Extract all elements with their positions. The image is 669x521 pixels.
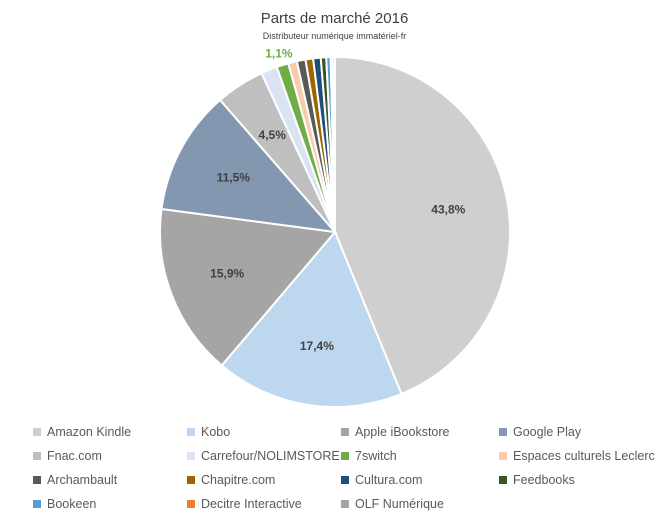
data-label-1: 17,4% (300, 339, 334, 353)
chart-subtitle: Distributeur numérique immatériel-fr (262, 31, 407, 41)
legend-item-8: Archambault (33, 472, 187, 488)
pie-slice-14 (331, 55, 336, 233)
legend-label-6: 7switch (355, 449, 397, 463)
legend-item-6: 7switch (341, 448, 499, 464)
legend-label-8: Archambault (47, 473, 118, 487)
legend-item-3: Google Play (499, 424, 663, 440)
legend-item-4: Fnac.com (33, 448, 187, 464)
legend-swatch-2 (341, 428, 349, 436)
legend-label-4: Fnac.com (47, 449, 102, 463)
legend-label-0: Amazon Kindle (47, 425, 132, 439)
legend-label-10: Cultura.com (355, 473, 423, 487)
legend-swatch-6 (341, 452, 349, 460)
legend-swatch-0 (33, 428, 41, 436)
legend-label-2: Apple iBookstore (355, 425, 450, 439)
legend-item-13: Decitre Interactive (187, 496, 341, 512)
legend-item-14: OLF Numérique (341, 496, 499, 512)
legend-label-3: Google Play (513, 425, 582, 439)
legend-item-5: Carrefour/NOLIMSTORE (187, 448, 341, 464)
legend-swatch-4 (33, 452, 41, 460)
legend-swatch-3 (499, 428, 507, 436)
pie-slice-3 (160, 98, 338, 234)
legend-item-2: Apple iBookstore (341, 424, 499, 440)
legend-label-13: Decitre Interactive (201, 497, 302, 511)
legend-swatch-12 (33, 500, 41, 508)
data-label-3: 11,5% (217, 170, 251, 184)
pie-slice-0 (334, 55, 511, 396)
legend-swatch-13 (187, 500, 195, 508)
legend-item-7: Espaces culturels Leclerc (499, 448, 663, 464)
legend-label-7: Espaces culturels Leclerc (513, 449, 655, 463)
legend-label-1: Kobo (201, 425, 231, 439)
legend-label-9: Chapitre.com (201, 473, 276, 487)
legend-swatch-5 (187, 452, 195, 460)
data-label-4: 4,5% (259, 128, 287, 142)
legend-label-14: OLF Numérique (355, 497, 444, 511)
chart-title: Parts de marché 2016 (260, 10, 409, 27)
legend-swatch-7 (499, 452, 507, 460)
chart-legend: Amazon Kindle Kobo Apple iBookstore Google … (33, 424, 663, 512)
legend-swatch-11 (499, 476, 507, 484)
legend-item-11: Feedbooks (499, 472, 663, 488)
pie-slice-1 (220, 230, 403, 408)
data-label-0: 43,8% (431, 203, 465, 217)
legend-item-12: Bookeen (33, 496, 187, 512)
legend-label-12: Bookeen (47, 497, 97, 511)
pie-slice-2 (159, 207, 337, 367)
legend-label-5: Carrefour/NOLIMSTORE (201, 449, 340, 463)
legend-swatch-10 (341, 476, 349, 484)
legend-swatch-1 (187, 428, 195, 436)
legend-swatch-14 (341, 500, 349, 508)
legend-item-9: Chapitre.com (187, 472, 341, 488)
data-label-2: 15,9% (210, 267, 244, 281)
data-label-6: 1,1% (265, 47, 293, 61)
legend-item-0: Amazon Kindle (33, 424, 187, 440)
pie-chart: 43,8% 17,4% 15,9% 11,5% 4,5% 1,1% (159, 47, 511, 408)
legend-item-1: Kobo (187, 424, 341, 440)
legend-item-10: Cultura.com (341, 472, 499, 488)
legend-swatch-8 (33, 476, 41, 484)
legend-label-11: Feedbooks (513, 473, 575, 487)
legend-swatch-9 (187, 476, 195, 484)
